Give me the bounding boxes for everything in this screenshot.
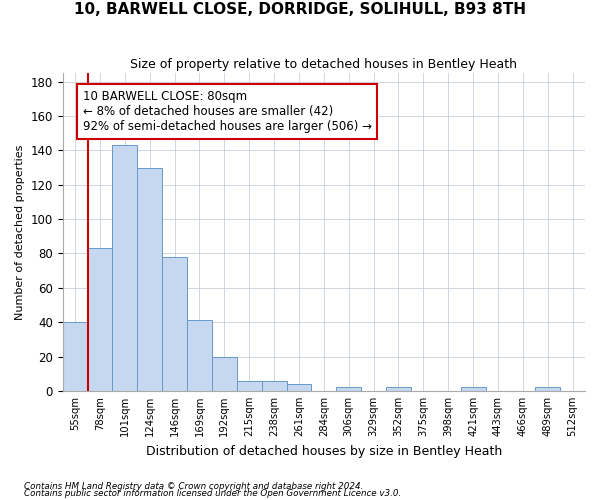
Bar [535, 388, 560, 391]
Text: Contains public sector information licensed under the Open Government Licence v3: Contains public sector information licen… [24, 489, 401, 498]
Bar [187, 320, 212, 391]
Bar [287, 384, 311, 391]
Bar [112, 145, 137, 391]
Bar [88, 248, 112, 391]
Bar [62, 322, 88, 391]
Bar [336, 388, 361, 391]
Bar [262, 380, 287, 391]
Bar [137, 168, 162, 391]
Bar [162, 257, 187, 391]
Title: Size of property relative to detached houses in Bentley Heath: Size of property relative to detached ho… [130, 58, 517, 70]
Bar [237, 380, 262, 391]
Text: 10 BARWELL CLOSE: 80sqm
← 8% of detached houses are smaller (42)
92% of semi-det: 10 BARWELL CLOSE: 80sqm ← 8% of detached… [83, 90, 371, 133]
X-axis label: Distribution of detached houses by size in Bentley Heath: Distribution of detached houses by size … [146, 444, 502, 458]
Bar [386, 388, 411, 391]
Bar [461, 388, 485, 391]
Text: 10, BARWELL CLOSE, DORRIDGE, SOLIHULL, B93 8TH: 10, BARWELL CLOSE, DORRIDGE, SOLIHULL, B… [74, 2, 526, 18]
Y-axis label: Number of detached properties: Number of detached properties [15, 144, 25, 320]
Bar [212, 356, 237, 391]
Text: Contains HM Land Registry data © Crown copyright and database right 2024.: Contains HM Land Registry data © Crown c… [24, 482, 364, 491]
